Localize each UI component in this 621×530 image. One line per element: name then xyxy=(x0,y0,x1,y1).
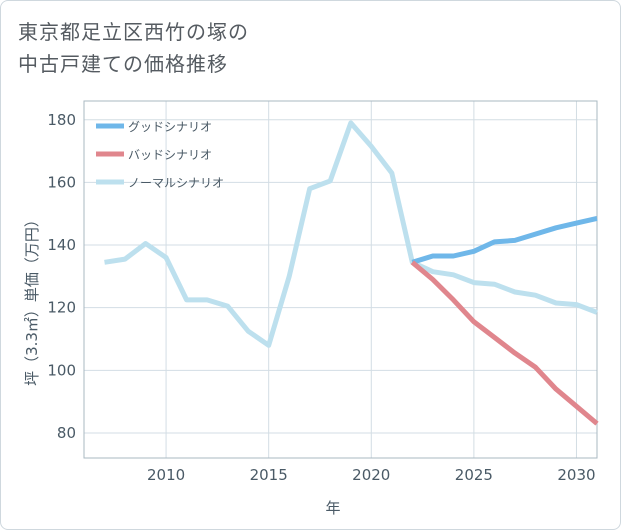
x-tick-label: 2015 xyxy=(250,466,288,484)
legend-label: グッドシナリオ xyxy=(128,120,212,134)
series-line-1 xyxy=(411,215,598,265)
x-tick-label: 2025 xyxy=(455,466,493,484)
x-tick-label: 2030 xyxy=(557,466,595,484)
series-line-3 xyxy=(104,120,598,348)
legend-label: バッドシナリオ xyxy=(128,148,212,162)
y-tick-label: 180 xyxy=(47,111,76,129)
y-tick-label: 100 xyxy=(47,361,76,379)
x-tick-label: 2020 xyxy=(352,466,390,484)
title-line-2: 中古戸建ての価格推移 xyxy=(18,52,228,76)
x-axis-label: 年 xyxy=(325,499,340,517)
plot-area-border xyxy=(83,100,598,459)
y-axis-label: 坪（3.3㎡）単価（万円） xyxy=(23,212,41,386)
grid xyxy=(84,101,597,458)
y-tick-label: 140 xyxy=(47,236,76,254)
chart-title: 東京都足立区西竹の塚の 中古戸建ての価格推移 xyxy=(18,16,438,80)
legend-label: ノーマルシナリオ xyxy=(128,176,224,190)
y-tick-label: 160 xyxy=(47,173,76,191)
series-lines xyxy=(104,120,599,426)
title-line-1: 東京都足立区西竹の塚の xyxy=(18,20,249,44)
y-tick-label: 120 xyxy=(47,299,76,317)
tick-labels: 2010 2015 2020 2025 2030 80 100 120 140 160 180 xyxy=(47,111,595,484)
y-tick-label: 80 xyxy=(57,424,76,442)
x-tick-label: 2010 xyxy=(147,466,185,484)
series-line-2 xyxy=(410,260,599,426)
